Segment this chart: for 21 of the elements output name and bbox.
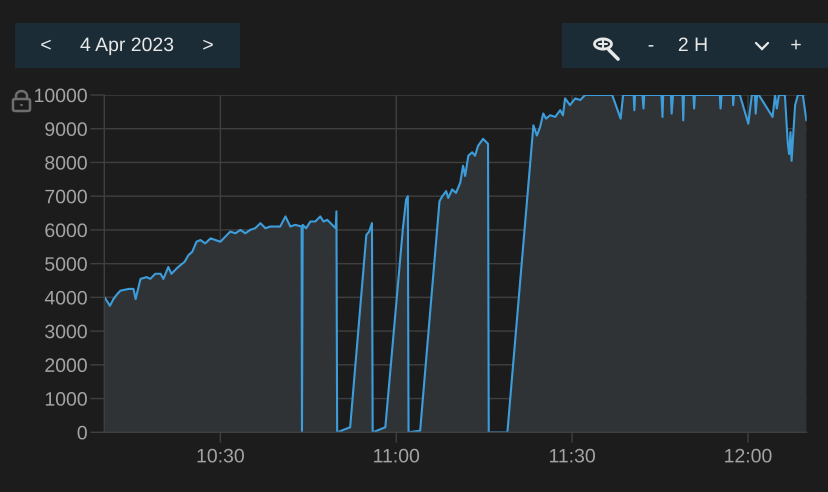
y-tick-label: 5000	[45, 257, 87, 271]
text: <	[41, 40, 51, 50]
y-tick-label: 0	[78, 426, 87, 440]
y-tick-label: 1000	[46, 392, 87, 406]
y-tick-label: 7000	[45, 190, 87, 204]
y-tick-label: 6000	[45, 223, 87, 238]
y-tick-label: 2000	[45, 358, 87, 372]
text: 4 Apr 2023	[80, 37, 174, 56]
text: -	[648, 45, 654, 47]
y-tick-label: 8000	[45, 156, 87, 170]
x-tick-label: 12:00	[725, 448, 772, 463]
y-tick-label: 3000	[45, 324, 87, 338]
x-tick-label: 11:00	[374, 448, 420, 463]
y-tick-label: 10000	[35, 88, 87, 102]
text: +	[791, 40, 801, 50]
y-tick-label: 4000	[44, 290, 87, 305]
y-tick-label: 9000	[45, 122, 87, 136]
text: >	[203, 40, 213, 50]
x-tick-label: 11:30	[550, 448, 595, 463]
x-tick-label: 10:30	[198, 448, 244, 463]
text: 2 H	[678, 37, 707, 52]
